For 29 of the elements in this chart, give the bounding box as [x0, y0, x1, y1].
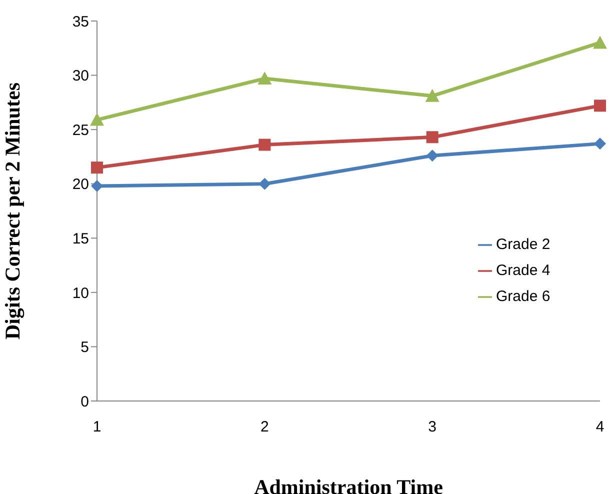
- point: [90, 112, 104, 126]
- point: [258, 138, 271, 151]
- legend-label: Grade 4: [496, 262, 550, 279]
- y-tick-label: 15: [72, 230, 89, 248]
- point: [593, 36, 607, 49]
- point: [91, 162, 103, 174]
- point: [594, 100, 606, 112]
- x-tick-label: 2: [260, 418, 269, 436]
- point: [426, 131, 438, 144]
- x-tick-label: 3: [428, 418, 437, 436]
- y-tick-label: 5: [80, 339, 89, 356]
- x-tick-label: 1: [92, 418, 102, 436]
- y-tick-label: 10: [72, 284, 89, 302]
- point: [426, 150, 438, 162]
- legend-label: Grade 2: [496, 236, 550, 253]
- y-tick-label: 30: [72, 68, 89, 85]
- y-axis-title: Digits Correct per 2 Minutes: [0, 82, 24, 340]
- y-tick-label: 25: [72, 122, 89, 139]
- y-tick-label: 35: [72, 13, 89, 30]
- point: [594, 138, 606, 150]
- point: [258, 178, 271, 190]
- x-axis-title: Administration Time: [254, 475, 443, 494]
- legend-label: Grade 6: [496, 288, 550, 305]
- point: [91, 180, 103, 192]
- y-tick-label: 0: [80, 393, 89, 410]
- point: [425, 88, 440, 102]
- y-tick-label: 20: [72, 176, 89, 194]
- x-tick-label: 4: [596, 418, 604, 436]
- point: [258, 72, 272, 85]
